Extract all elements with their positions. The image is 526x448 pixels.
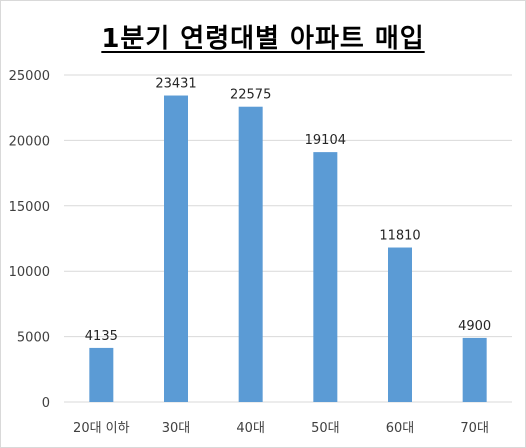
bar <box>462 337 487 402</box>
gridlines <box>64 74 512 403</box>
y-tick-label: 0 <box>42 396 50 411</box>
data-label: 4900 <box>458 319 491 334</box>
bar <box>388 247 412 402</box>
y-tick-label: 10000 <box>9 265 50 280</box>
data-label: 4135 <box>85 329 118 344</box>
y-tick-label: 25000 <box>9 69 50 84</box>
bar <box>164 95 188 402</box>
data-labels: 4135 23431 22575 19104 11810 4900 <box>85 77 491 344</box>
data-label: 19104 <box>305 133 346 148</box>
x-category-label: 60대 <box>386 421 415 436</box>
data-label: 23431 <box>155 77 196 92</box>
y-tick-label: 15000 <box>9 200 50 215</box>
x-category-label: 30대 <box>162 421 191 436</box>
bar <box>89 347 114 402</box>
data-label: 22575 <box>230 88 271 103</box>
x-category-label: 40대 <box>236 421 265 436</box>
bars <box>89 95 487 403</box>
bar <box>313 152 338 402</box>
y-tick-label: 5000 <box>17 331 50 346</box>
x-axis-category-labels: 20대 이하 30대 40대 50대 60대 70대 <box>73 421 489 436</box>
chart-title: 1분기 연령대별 아파트 매입 <box>101 24 425 54</box>
data-label: 11810 <box>379 229 420 244</box>
y-tick-label: 20000 <box>9 134 50 149</box>
x-category-label: 20대 이하 <box>73 421 130 436</box>
bar <box>238 106 263 403</box>
y-axis-tick-labels: 0 5000 10000 15000 20000 25000 <box>9 69 50 411</box>
x-category-label: 50대 <box>311 421 340 436</box>
x-category-label: 70대 <box>460 421 489 436</box>
